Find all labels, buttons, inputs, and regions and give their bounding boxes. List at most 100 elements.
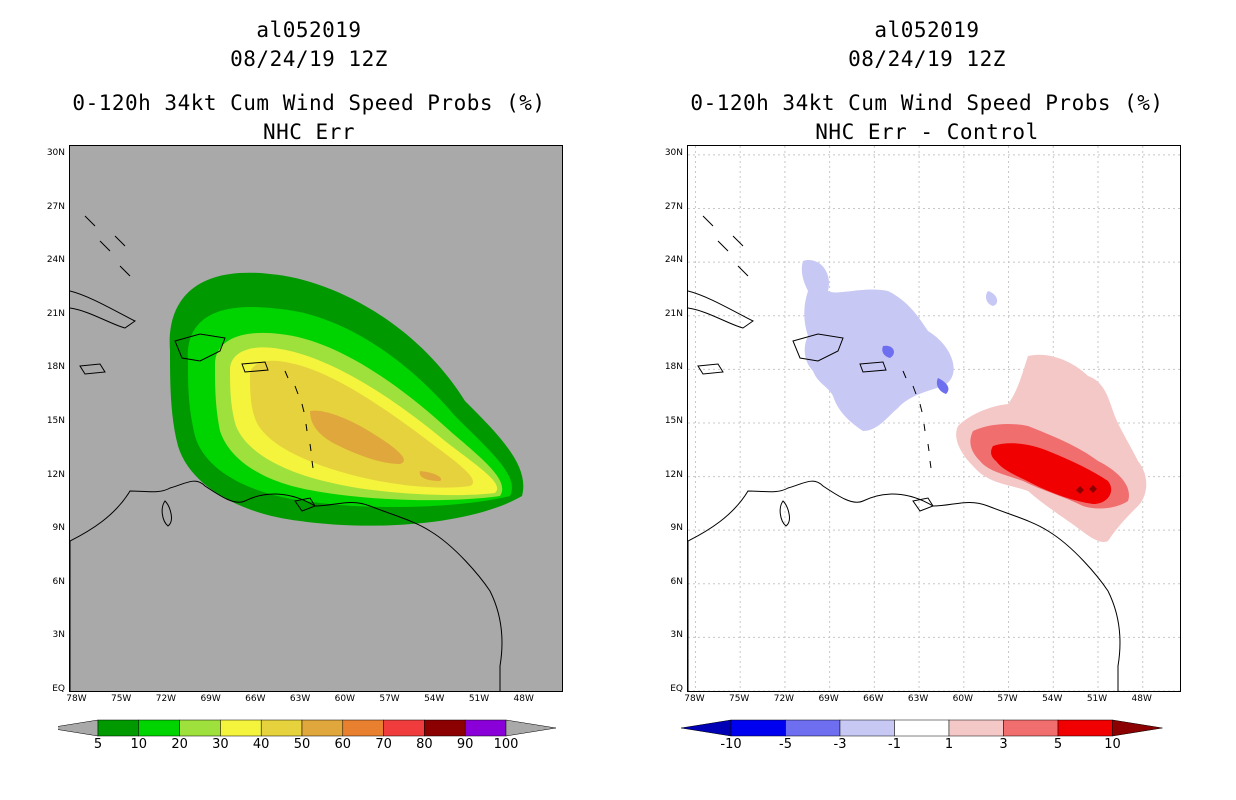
prob-40-50 bbox=[250, 360, 474, 488]
colorbar-under-triangle bbox=[680, 719, 732, 737]
lat-tick-label: 21N bbox=[46, 308, 65, 319]
coastlines bbox=[70, 215, 503, 691]
lat-tick-label: 12N bbox=[664, 469, 683, 480]
coastline-lesser-antilles bbox=[284, 370, 314, 469]
probability-map bbox=[69, 145, 563, 692]
colorbar-label: 20 bbox=[171, 737, 188, 752]
colorbar-swatch bbox=[97, 719, 140, 737]
colorbar-swatch bbox=[894, 719, 950, 737]
colorbar-swatch bbox=[1057, 719, 1113, 737]
diff-neg-3-5-a bbox=[882, 345, 894, 358]
lat-tick-label: 18N bbox=[46, 362, 65, 373]
colorbar-label: 40 bbox=[252, 737, 270, 752]
lat-tick-label: 15N bbox=[46, 415, 65, 426]
coastline-puerto-rico bbox=[859, 361, 887, 373]
lon-tick-label: 69W bbox=[818, 694, 839, 704]
lat-tick-label: 9N bbox=[52, 523, 65, 534]
colorbar-label: 5 bbox=[93, 737, 103, 752]
coastline-hispaniola bbox=[174, 333, 226, 362]
lon-tick-label: 69W bbox=[200, 694, 221, 704]
coastline-south-america bbox=[70, 480, 503, 691]
colorbar-swatch bbox=[342, 719, 384, 737]
coastline-jamaica bbox=[697, 363, 724, 375]
lat-tick-label: 15N bbox=[664, 415, 683, 426]
colorbar-label: -3 bbox=[833, 737, 847, 752]
lon-tick-label: 72W bbox=[155, 694, 177, 704]
datetime: 08/24/19 12Z bbox=[848, 47, 1006, 71]
coastline-bahamas bbox=[84, 215, 131, 277]
coastline-trinidad bbox=[912, 497, 934, 512]
colorbar-swatch bbox=[138, 719, 180, 737]
colorbar-swatch bbox=[260, 719, 303, 737]
lon-tick-label: 60W bbox=[334, 694, 355, 704]
left-panel: al052019 08/24/19 12Z 0-120h 34kt Cum Wi… bbox=[46, 18, 563, 752]
lon-tick-label: 72W bbox=[773, 694, 795, 704]
difference-field bbox=[801, 260, 1147, 542]
colorbar bbox=[58, 719, 557, 737]
lon-tick-label: 57W bbox=[379, 694, 400, 704]
colorbar-label: 3 bbox=[999, 737, 1008, 752]
lon-tick-label: 66W bbox=[245, 694, 266, 704]
diff-neg-1-3 bbox=[801, 260, 954, 431]
colorbar-swatch bbox=[220, 719, 262, 737]
lon-tick-label: 78W bbox=[66, 694, 87, 704]
coastline-hispaniola bbox=[792, 333, 844, 362]
lon-tick-label: 51W bbox=[1086, 694, 1108, 704]
lon-tick-label: 54W bbox=[424, 694, 445, 704]
coastline-south-america bbox=[688, 480, 1121, 691]
colorbar bbox=[680, 719, 1163, 737]
colorbar-over-triangle bbox=[1112, 719, 1163, 737]
colorbar-swatch bbox=[383, 719, 425, 737]
lat-tick-label: EQ bbox=[52, 684, 65, 694]
colorbar-swatch bbox=[948, 719, 1004, 737]
lat-tick-label: 21N bbox=[664, 308, 683, 319]
lon-tick-label: 51W bbox=[468, 694, 490, 704]
colorbar-label: -5 bbox=[779, 737, 792, 752]
diff-neg-3-5-b bbox=[936, 378, 949, 394]
colorbar-swatch bbox=[424, 719, 466, 737]
lon-tick-label: 78W bbox=[684, 694, 705, 704]
colorbar-label: 10 bbox=[130, 737, 148, 752]
right-panel: al052019 08/24/19 12Z 0-120h 34kt Cum Wi… bbox=[618, 0, 1236, 800]
colorbar-swatch bbox=[1003, 719, 1059, 737]
coastline-lake-maracaibo bbox=[161, 500, 172, 527]
colorbar-label: 70 bbox=[375, 737, 392, 752]
lat-tick-label: 9N bbox=[670, 523, 683, 534]
lon-tick-label: 66W bbox=[863, 694, 884, 704]
plot-subtitle: NHC Err bbox=[262, 120, 355, 144]
lat-tick-label: 6N bbox=[670, 576, 683, 587]
colorbar-label: 90 bbox=[456, 737, 474, 752]
colorbar-label: 100 bbox=[493, 737, 519, 752]
colorbar-label: 50 bbox=[293, 737, 311, 752]
colorbar-label: 30 bbox=[212, 737, 229, 752]
difference-map bbox=[687, 145, 1181, 692]
colorbar-swatch bbox=[785, 719, 841, 737]
lon-tick-label: 48W bbox=[513, 694, 534, 704]
coastline-cuba bbox=[688, 290, 754, 329]
storm-id: al052019 bbox=[874, 18, 980, 42]
colorbar-swatch bbox=[179, 719, 221, 737]
colorbar-swatch bbox=[464, 719, 507, 737]
lat-tick-label: 18N bbox=[664, 362, 683, 373]
colorbar-label: -10 bbox=[720, 737, 742, 752]
colorbar-swatch bbox=[301, 719, 344, 737]
coastline-bahamas bbox=[702, 215, 749, 277]
lon-tick-label: 60W bbox=[952, 694, 973, 704]
colorbar-label: 60 bbox=[334, 737, 352, 752]
plot-subtitle: NHC Err - Control bbox=[815, 120, 1039, 144]
colorbar-label: -1 bbox=[888, 737, 901, 752]
lon-tick-label: 54W bbox=[1042, 694, 1063, 704]
lat-tick-label: 3N bbox=[670, 630, 683, 641]
lat-tick-label: 24N bbox=[664, 255, 683, 266]
datetime: 08/24/19 12Z bbox=[230, 47, 388, 71]
lat-tick-label: 30N bbox=[664, 147, 683, 158]
lat-tick-label: 6N bbox=[52, 576, 65, 587]
colorbar-label: 1 bbox=[944, 737, 954, 752]
lon-tick-label: 48W bbox=[1131, 694, 1152, 704]
coastline-lesser-antilles bbox=[902, 370, 932, 469]
diff-neg-1-3-small bbox=[985, 291, 998, 306]
colorbar-label: 80 bbox=[416, 737, 433, 752]
lon-tick-label: 75W bbox=[728, 694, 750, 704]
lat-tick-label: 30N bbox=[46, 147, 65, 158]
diff-pos-10 bbox=[1076, 485, 1097, 494]
